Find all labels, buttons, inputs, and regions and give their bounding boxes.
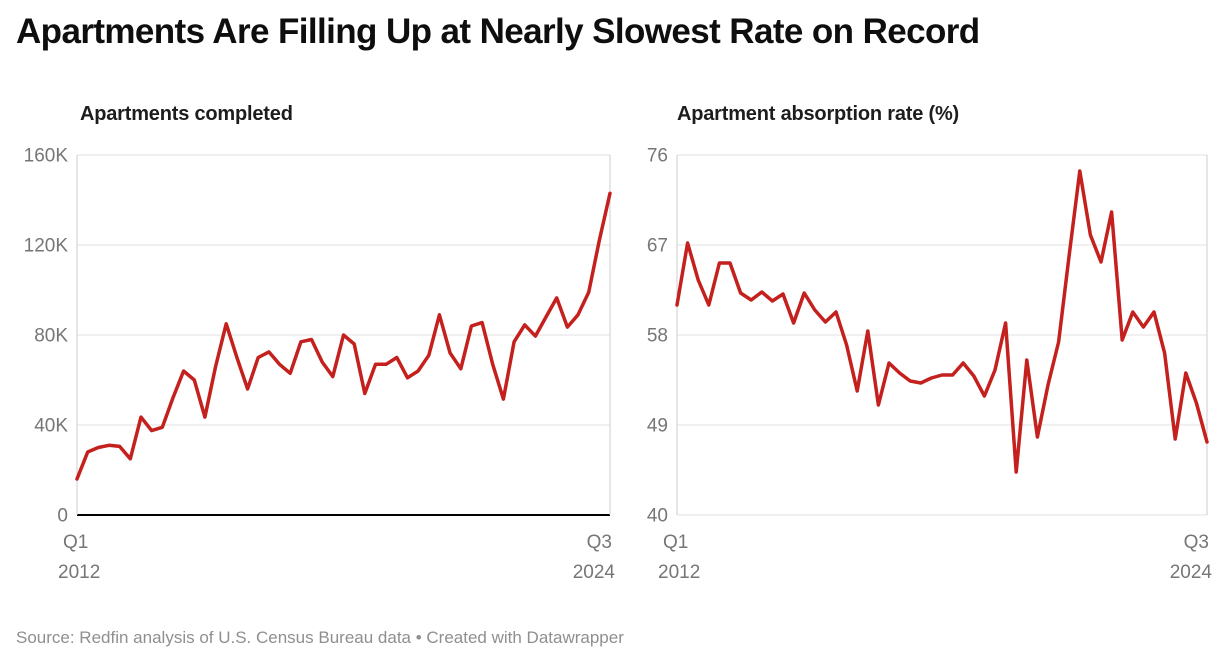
y-axis-label: 58	[647, 326, 668, 347]
y-axis-label: 76	[647, 146, 668, 167]
line-chart-apartments-completed: 0 40K 80K 120K 160K Q1 2012 Q3 2024	[24, 146, 616, 583]
x-axis-label-quarter: Q1	[663, 532, 688, 553]
x-axis-label-year: 2024	[573, 562, 616, 583]
charts-row: Apartments completed 0 40K 80K 120K 160K Q1 20…	[0, 103, 1220, 591]
x-axis-label-quarter: Q3	[587, 532, 612, 553]
y-axis-label: 120K	[24, 236, 69, 257]
y-axis-label: 49	[647, 416, 668, 437]
chart-apartments-completed: Apartments completed 0 40K 80K 120K 160K Q1 20…	[0, 103, 640, 591]
y-axis-label: 160K	[24, 146, 69, 167]
data-line-apartment-absorption-rate	[675, 169, 1209, 474]
y-axis-label: 40	[647, 506, 668, 527]
y-axis-label: 67	[647, 236, 668, 257]
source-note: Source: Redfin analysis of U.S. Census B…	[16, 628, 624, 648]
page-title: Apartments Are Filling Up at Nearly Slow…	[16, 12, 980, 51]
x-axis-label-quarter: Q1	[63, 532, 88, 553]
x-axis-label-year: 2012	[658, 562, 700, 583]
y-axis-label: 0	[57, 506, 68, 527]
line-chart-absorption-rate: 40 49 58 67 76 Q1 2012 Q3 2024	[647, 146, 1213, 583]
x-axis-label-year: 2012	[58, 562, 100, 583]
chart-title-apartments-completed: Apartments completed	[80, 103, 293, 126]
y-axis-label: 40K	[34, 416, 68, 437]
x-axis-label-year: 2024	[1170, 562, 1213, 583]
chart-absorption-rate: Apartment absorption rate (%) 40 49 58 67 76…	[640, 103, 1220, 591]
y-axis-label: 80K	[34, 326, 68, 347]
x-axis-label-quarter: Q3	[1184, 532, 1209, 553]
chart-title-absorption-rate: Apartment absorption rate (%)	[677, 103, 960, 126]
data-line-apartments-completed	[75, 191, 612, 481]
